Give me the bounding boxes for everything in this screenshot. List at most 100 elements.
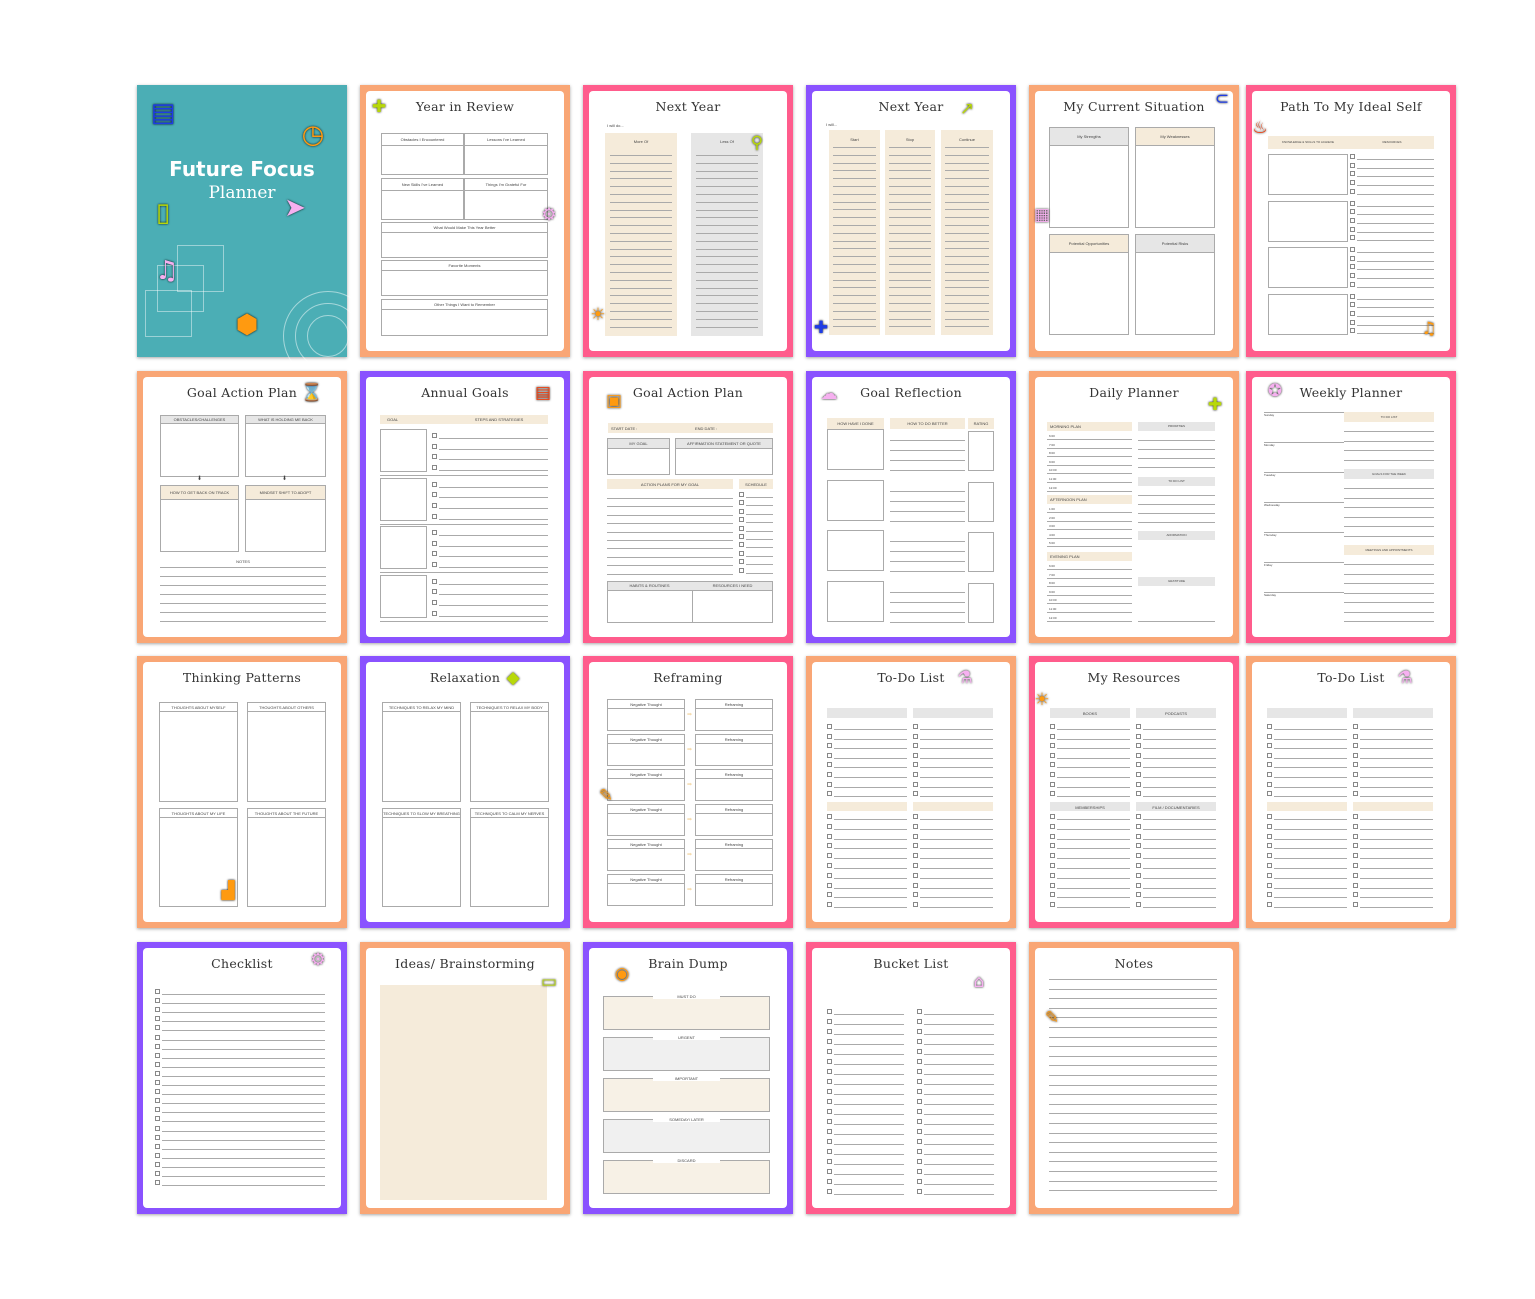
planner-page[interactable]: Thinking Patterns THOUGHTS ABOUT MYSELF TH…: [137, 656, 347, 928]
checkbox[interactable]: [827, 1009, 832, 1014]
checkbox[interactable]: [917, 1119, 922, 1124]
checkbox[interactable]: [1353, 724, 1358, 729]
checkbox[interactable]: [739, 550, 744, 556]
checkbox[interactable]: [913, 853, 918, 859]
checkbox[interactable]: [913, 781, 918, 787]
checkbox[interactable]: [739, 534, 744, 539]
checkbox[interactable]: [917, 1039, 922, 1044]
labeled-box[interactable]: What Would Make This Year Better: [381, 222, 548, 258]
brain-dump-box[interactable]: [603, 996, 770, 1030]
checkbox[interactable]: [155, 1180, 160, 1186]
labeled-box[interactable]: Potential Risks: [1135, 234, 1215, 335]
checkbox[interactable]: [1050, 872, 1055, 878]
labeled-box[interactable]: THOUGHTS ABOUT THE FUTURE: [247, 808, 326, 907]
checkbox[interactable]: [913, 892, 918, 898]
checkbox[interactable]: [827, 1059, 832, 1064]
checkbox[interactable]: [1350, 247, 1355, 252]
planner-page[interactable]: My Current Situation My Strengths My Weakn…: [1029, 85, 1239, 357]
reframing-box[interactable]: Reframing: [695, 874, 773, 906]
checkbox[interactable]: [827, 1029, 832, 1034]
checkbox[interactable]: [1350, 319, 1355, 325]
checkbox[interactable]: [1050, 752, 1055, 758]
checkbox[interactable]: [827, 863, 832, 868]
checkbox[interactable]: [1350, 310, 1355, 316]
checkbox[interactable]: [739, 500, 744, 506]
checkbox[interactable]: [155, 1016, 160, 1022]
checkbox[interactable]: [827, 752, 832, 758]
checkbox[interactable]: [827, 902, 832, 908]
checkbox[interactable]: [1353, 902, 1358, 908]
checkbox[interactable]: [1267, 743, 1272, 749]
checkbox[interactable]: [739, 542, 744, 548]
checkbox[interactable]: [827, 724, 832, 729]
checkbox[interactable]: [739, 492, 744, 497]
checkbox[interactable]: [1267, 752, 1272, 758]
checkbox[interactable]: [1267, 833, 1272, 839]
checkbox[interactable]: [1267, 814, 1272, 819]
checkbox[interactable]: [432, 502, 437, 508]
checkbox[interactable]: [827, 823, 832, 829]
brain-dump-box[interactable]: [603, 1119, 770, 1153]
checkbox[interactable]: [917, 1139, 922, 1144]
checkbox[interactable]: [1050, 724, 1055, 729]
checkbox[interactable]: [1353, 863, 1358, 868]
checkbox[interactable]: [1350, 162, 1355, 168]
checkbox[interactable]: [1050, 833, 1055, 839]
checkbox[interactable]: [1350, 281, 1355, 287]
checkbox[interactable]: [917, 1149, 922, 1154]
checkbox[interactable]: [739, 525, 744, 531]
checkbox[interactable]: [1350, 217, 1355, 223]
checkbox[interactable]: [913, 791, 918, 797]
labeled-box[interactable]: Favorite Moments: [381, 260, 548, 296]
checkbox[interactable]: [432, 551, 437, 557]
checkbox[interactable]: [917, 1079, 922, 1084]
checkbox[interactable]: [1136, 823, 1141, 829]
checkbox[interactable]: [917, 1049, 922, 1054]
labeled-box[interactable]: THOUGHTS ABOUT OTHERS: [247, 702, 326, 802]
checkbox[interactable]: [1350, 293, 1355, 299]
checkbox[interactable]: [432, 610, 437, 616]
checkbox[interactable]: [739, 559, 744, 565]
checkbox[interactable]: [827, 1019, 832, 1024]
checkbox[interactable]: [913, 902, 918, 908]
checkbox[interactable]: [917, 1089, 922, 1094]
checkbox[interactable]: [827, 1089, 832, 1094]
checkbox[interactable]: [432, 578, 437, 584]
checkbox[interactable]: [1050, 843, 1055, 849]
checkbox[interactable]: [913, 882, 918, 888]
checkbox[interactable]: [155, 1043, 160, 1049]
checkbox[interactable]: [1350, 273, 1355, 279]
checkbox[interactable]: [1350, 235, 1355, 241]
planner-page[interactable]: To-Do List ⚗: [1246, 656, 1456, 928]
checkbox[interactable]: [917, 1189, 922, 1194]
checkbox[interactable]: [155, 1134, 160, 1140]
checkbox[interactable]: [827, 1069, 832, 1074]
checkbox[interactable]: [1350, 180, 1355, 186]
cover-page[interactable]: Future Focus Planner ▤ ◷ ▯ ➤ ♫ ⬢: [137, 85, 373, 381]
checkbox[interactable]: [1353, 733, 1358, 739]
negative-thought-box[interactable]: Negative Thought: [607, 874, 685, 906]
checkbox[interactable]: [913, 762, 918, 768]
checkbox[interactable]: [1350, 226, 1355, 232]
checkbox[interactable]: [913, 814, 918, 819]
labeled-box[interactable]: My Weaknesses: [1135, 127, 1215, 228]
checkbox[interactable]: [827, 833, 832, 839]
checkbox[interactable]: [1350, 188, 1355, 194]
checkbox[interactable]: [432, 530, 437, 535]
labeled-box[interactable]: TECHNIQUES TO RELAX MY BODY: [470, 702, 549, 802]
checkbox[interactable]: [1136, 833, 1141, 839]
checkbox[interactable]: [1353, 772, 1358, 777]
checkbox[interactable]: [155, 1070, 160, 1076]
planner-page[interactable]: Bucket List ⌂: [806, 942, 1016, 1214]
labeled-box[interactable]: Things I'm Grateful For: [464, 178, 548, 220]
checkbox[interactable]: [827, 882, 832, 888]
labeled-box[interactable]: TECHNIQUES TO CALM MY NERVES: [470, 808, 549, 907]
checkbox[interactable]: [1353, 752, 1358, 758]
labeled-box[interactable]: HOW TO GET BACK ON TRACK: [160, 485, 239, 552]
checkbox[interactable]: [827, 1099, 832, 1104]
checkbox[interactable]: [917, 1069, 922, 1074]
checkbox[interactable]: [155, 1125, 160, 1131]
planner-page[interactable]: Reframing Negative Thought Reframing ➡ Negat…: [583, 656, 793, 928]
checkbox[interactable]: [917, 1029, 922, 1034]
checkbox[interactable]: [155, 1080, 160, 1085]
